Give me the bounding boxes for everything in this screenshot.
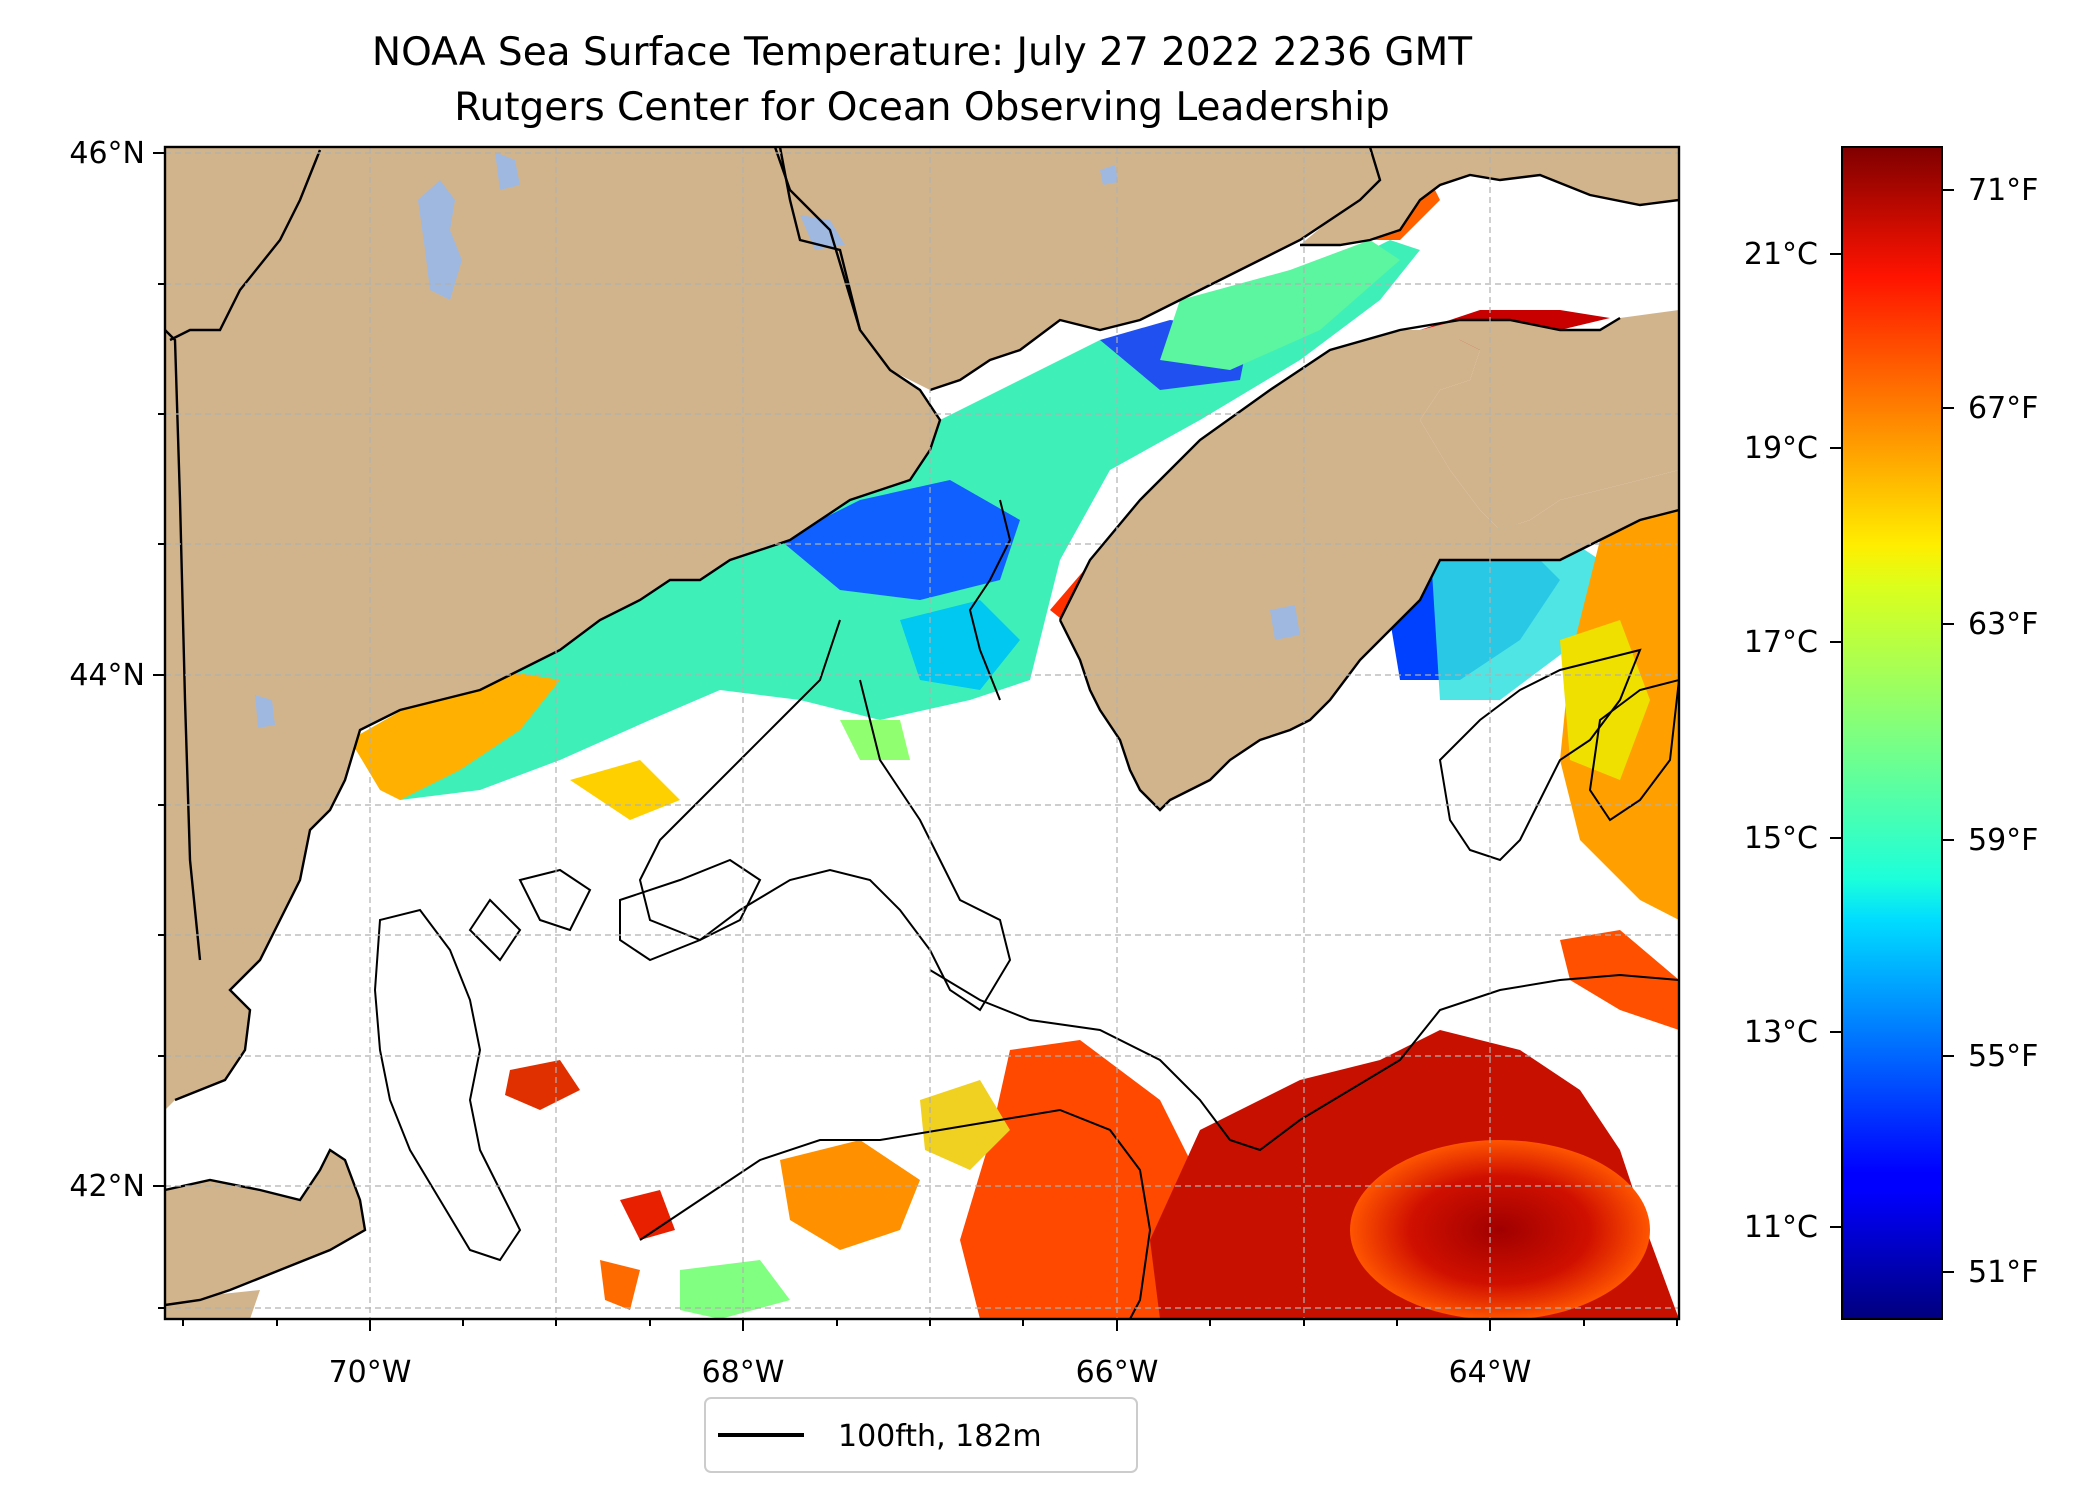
lon-label-66: 66°W [1076, 1355, 1159, 1390]
celsius-label-15: 15°C [1744, 821, 1818, 856]
coastline-nova-scotia [1058, 316, 1621, 621]
land [165, 147, 1679, 1319]
colorbar-gradient [1841, 146, 1943, 1320]
coastline-ns-south [1058, 508, 1679, 812]
isobaths-100fth [373, 499, 1679, 1319]
celsius-label-19: 19°C [1744, 431, 1818, 466]
lon-label-68: 68°W [702, 1355, 785, 1390]
coastline-new-brunswick [929, 147, 1382, 392]
land-cape-cod [165, 1150, 365, 1305]
lake-5 [1270, 605, 1300, 640]
border-maine-nb [778, 147, 862, 331]
lat-label-46: 46°N [69, 136, 145, 171]
lon-axis [182, 1319, 1678, 1331]
fahrenheit-label-55: 55°F [1968, 1039, 2038, 1074]
land-nova-scotia [1060, 330, 1679, 810]
coastline-cape-cod [165, 1148, 367, 1307]
coastline-new-england [174, 147, 942, 1102]
land-new-england [165, 147, 940, 1090]
sst-region-patch-cyan [680, 1260, 790, 1319]
colorbar: 21°C 19°C 17°C 15°C 13°C 11°C 71°F 67°F … [1744, 146, 2038, 1320]
border-state-2 [169, 149, 322, 342]
sst-region-patch-yellow [570, 760, 680, 820]
fahrenheit-label-67: 67°F [1968, 391, 2038, 426]
map-frame [163, 145, 1681, 1321]
celsius-label-21: 21°C [1744, 237, 1818, 272]
isobath-scotian-basin [1438, 648, 1642, 862]
sst-region-east-warm [1560, 930, 1679, 1030]
lon-label-64: 64°W [1449, 1355, 1532, 1390]
sst-region-georges-warm [780, 1140, 920, 1250]
lat-label-44: 44°N [69, 658, 145, 693]
sst-region-scotian-yellow [1560, 620, 1650, 780]
fahrenheit-label-59: 59°F [1968, 823, 2038, 858]
land-new-brunswick [775, 147, 1380, 390]
lon-label-70: 70°W [329, 1355, 412, 1390]
sst-region-scotian-cyan [1430, 520, 1600, 700]
sst-region-sw-coast-warm [350, 670, 560, 800]
celsius-label-11: 11°C [1744, 1210, 1818, 1245]
coastlines [165, 147, 1679, 1307]
sst-region-bay-of-fundy-cyan [1160, 240, 1400, 370]
title-line-2: Rutgers Center for Ocean Observing Leade… [454, 85, 1390, 130]
lake-4 [255, 695, 275, 728]
land-minas-area [1420, 310, 1679, 530]
sst-region-patch-orange [600, 1260, 640, 1310]
legend: 100fth, 182m [704, 1397, 1138, 1473]
land-nb-east [1300, 147, 1679, 245]
sst-region-south-hot-core [1350, 1140, 1650, 1319]
coastline-nb-east [1300, 173, 1679, 247]
isobath-coast-arc [968, 499, 1012, 701]
lake-1 [418, 180, 462, 300]
fahrenheit-label-51: 51°F [1968, 1255, 2038, 1290]
fahrenheit-label-63: 63°F [1968, 607, 2038, 642]
map-area [165, 147, 1679, 1319]
isobath-georges-basin [373, 908, 522, 1262]
isobath-gulf-of-maine [638, 619, 1012, 1012]
lake-2 [495, 152, 520, 190]
sst-region-patch-red-2 [620, 1190, 675, 1240]
fahrenheit-label-71: 71°F [1968, 173, 2038, 208]
isobath-jordan [619, 858, 762, 962]
legend-label: 100fth, 182m [838, 1419, 1042, 1454]
isobath-shelf-edge [639, 1108, 1152, 1319]
isobath-ne-channel [929, 969, 1679, 1152]
isobath-emerald [1588, 678, 1679, 822]
sst-region-patch-red [505, 1060, 580, 1110]
lake-6 [1100, 165, 1118, 185]
colorbar-celsius-ticks [1830, 253, 1842, 1228]
gridlines [165, 147, 1679, 1319]
lat-axis [153, 152, 165, 1309]
celsius-label-13: 13°C [1744, 1015, 1818, 1050]
legend-box [704, 1397, 1138, 1473]
isobath-west-ne [468, 898, 522, 962]
sst-region-cool-blue [780, 480, 1020, 600]
celsius-label-17: 17°C [1744, 625, 1818, 660]
colorbar-fahrenheit-ticks [1942, 189, 1954, 1273]
isobath-wilkinson [518, 868, 592, 932]
land-south-coast [165, 1290, 260, 1319]
lat-label-42: 42°N [69, 1169, 145, 1204]
title-line-1: NOAA Sea Surface Temperature: July 27 20… [372, 30, 1472, 75]
